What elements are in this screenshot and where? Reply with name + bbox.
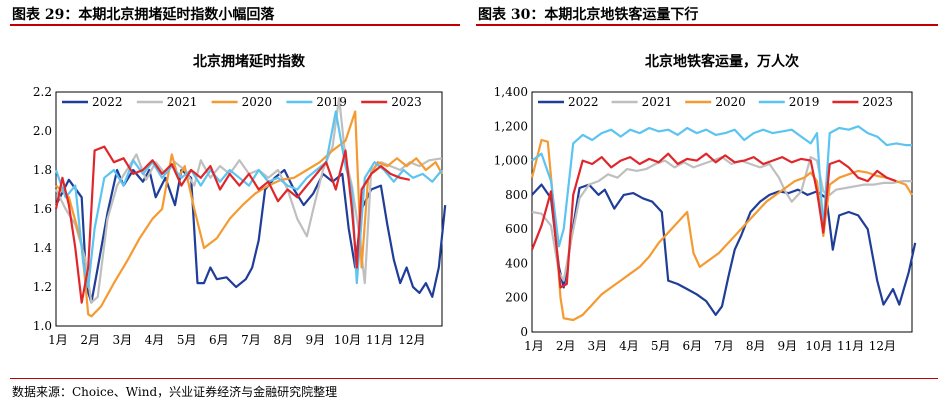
series-line-2021 bbox=[55, 96, 443, 304]
footer-divider bbox=[10, 378, 938, 379]
x-tick-label: 5月 bbox=[651, 339, 671, 353]
series-line-2023 bbox=[54, 145, 411, 304]
x-tick-label: 7月 bbox=[714, 339, 734, 353]
x-tick-label: 6月 bbox=[683, 339, 703, 353]
legend-label-2023: 2023 bbox=[862, 95, 893, 109]
x-tick-label: 1月 bbox=[524, 339, 544, 353]
x-tick-label: 8月 bbox=[273, 333, 293, 347]
x-tick-label: 8月 bbox=[746, 339, 766, 353]
x-tick-label: 9月 bbox=[778, 339, 798, 353]
series-line-2020 bbox=[55, 110, 443, 318]
legend-label-2020: 2020 bbox=[242, 95, 273, 109]
x-tick-label: 11月 bbox=[837, 339, 864, 353]
y-tick-label: 1,200 bbox=[494, 119, 528, 133]
legend-label-2019: 2019 bbox=[316, 95, 347, 109]
chart-title: 北京地铁客运量，万人次 bbox=[645, 53, 799, 70]
series-line-2021 bbox=[531, 156, 912, 282]
x-tick-label: 7月 bbox=[241, 333, 261, 347]
x-tick-label: 3月 bbox=[588, 339, 608, 353]
chart-title: 北京拥堵延时指数 bbox=[193, 53, 306, 70]
y-tick-label: 400 bbox=[505, 256, 528, 270]
y-tick-label: 1.8 bbox=[33, 163, 52, 177]
y-tick-label: 1,400 bbox=[494, 85, 528, 99]
x-tick-label: 2月 bbox=[80, 333, 100, 347]
y-tick-label: 800 bbox=[505, 188, 528, 202]
x-tick-label: 3月 bbox=[113, 333, 133, 347]
x-tick-label: 6月 bbox=[209, 333, 229, 347]
x-tick-label: 10月 bbox=[805, 339, 832, 353]
legend-label-2021: 2021 bbox=[642, 95, 673, 109]
x-tick-label: 4月 bbox=[619, 339, 639, 353]
series-line-2020 bbox=[530, 138, 913, 322]
y-tick-label: 200 bbox=[505, 291, 528, 305]
y-tick-label: 0 bbox=[520, 325, 528, 339]
data-source-note: 数据来源：Choice、Wind，兴业证券经济与金融研究院整理 bbox=[12, 385, 338, 399]
title-divider bbox=[476, 24, 938, 26]
x-tick-label: 11月 bbox=[366, 333, 393, 347]
x-tick-label: 10月 bbox=[334, 333, 361, 347]
x-tick-label: 1月 bbox=[48, 333, 68, 347]
legend-label-2020: 2020 bbox=[715, 95, 746, 109]
y-tick-label: 1.6 bbox=[33, 202, 52, 216]
x-tick-label: 2月 bbox=[556, 339, 576, 353]
y-tick-label: 2.2 bbox=[33, 85, 52, 99]
title-divider bbox=[10, 24, 460, 26]
subway-ridership-chart: 北京地铁客运量，万人次 0 200 400 600 800 1,000 1,200 1,400 1… bbox=[494, 53, 917, 353]
figure-30-title: 图表 30：本期北京地铁客运量下行 bbox=[478, 7, 699, 23]
series-line-2023 bbox=[530, 152, 897, 289]
legend-label-2021: 2021 bbox=[167, 95, 198, 109]
x-tick-label: 4月 bbox=[145, 333, 165, 347]
y-tick-label: 1.2 bbox=[33, 280, 52, 294]
series-line-2022 bbox=[531, 183, 917, 316]
figure-29-title: 图表 29：本期北京拥堵延时指数小幅回落 bbox=[12, 7, 275, 23]
series-line-2019 bbox=[54, 110, 443, 289]
x-tick-label: 5月 bbox=[177, 333, 197, 347]
y-tick-label: 1.0 bbox=[33, 319, 52, 333]
legend-label-2019: 2019 bbox=[789, 95, 820, 109]
x-tick-label: 9月 bbox=[306, 333, 326, 347]
y-tick-label: 2.0 bbox=[33, 124, 52, 138]
y-tick-label: 1,000 bbox=[494, 154, 528, 168]
congestion-index-chart: 北京拥堵延时指数 1.0 1.2 1.4 1.6 1.8 2.0 2.2 1月 2月 3月 4月 5月 6… bbox=[33, 53, 447, 347]
legend-label-2022: 2022 bbox=[92, 95, 123, 109]
legend-label-2022: 2022 bbox=[568, 95, 599, 109]
y-tick-label: 600 bbox=[505, 222, 528, 236]
series-line-2019 bbox=[531, 125, 912, 248]
x-tick-label: 12月 bbox=[869, 339, 896, 353]
x-tick-label: 12月 bbox=[398, 333, 425, 347]
legend-label-2023: 2023 bbox=[391, 95, 422, 109]
y-tick-label: 1.4 bbox=[33, 241, 52, 255]
